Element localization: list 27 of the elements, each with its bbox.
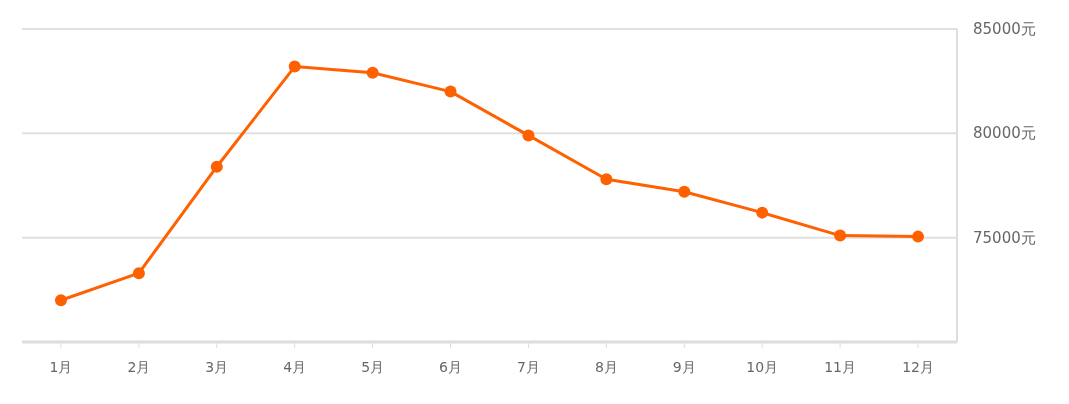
point (600, 173, 613, 186)
point (522, 129, 535, 142)
point (288, 60, 301, 73)
point (834, 229, 847, 242)
point (756, 206, 769, 219)
point (678, 185, 691, 198)
y-tick-label: 80000元 (973, 124, 1036, 143)
point (444, 85, 457, 98)
x-tick-label: 1月 (49, 359, 73, 375)
x-tick-label: 5月 (361, 359, 385, 375)
x-tick-label: 6月 (439, 359, 462, 375)
x-tick-label: 12月 (902, 359, 934, 375)
x-tick-label: 2月 (127, 359, 151, 375)
point (912, 230, 925, 243)
point (54, 294, 67, 307)
point (132, 267, 145, 280)
x-tick-label: 4月 (283, 359, 307, 375)
point (210, 160, 223, 173)
x-tick-label: 11月 (824, 359, 857, 375)
point (366, 66, 379, 79)
x-tick-label: 7月 (517, 359, 540, 375)
x-tick-label: 8月 (594, 359, 618, 375)
x-tick-label: 9月 (672, 359, 696, 375)
y-tick-label: 75000元 (973, 228, 1036, 247)
x-tick-label: 10月 (746, 359, 779, 375)
y-tick-label: 85000元 (973, 20, 1036, 38)
x-tick-label: 3月 (205, 359, 229, 375)
